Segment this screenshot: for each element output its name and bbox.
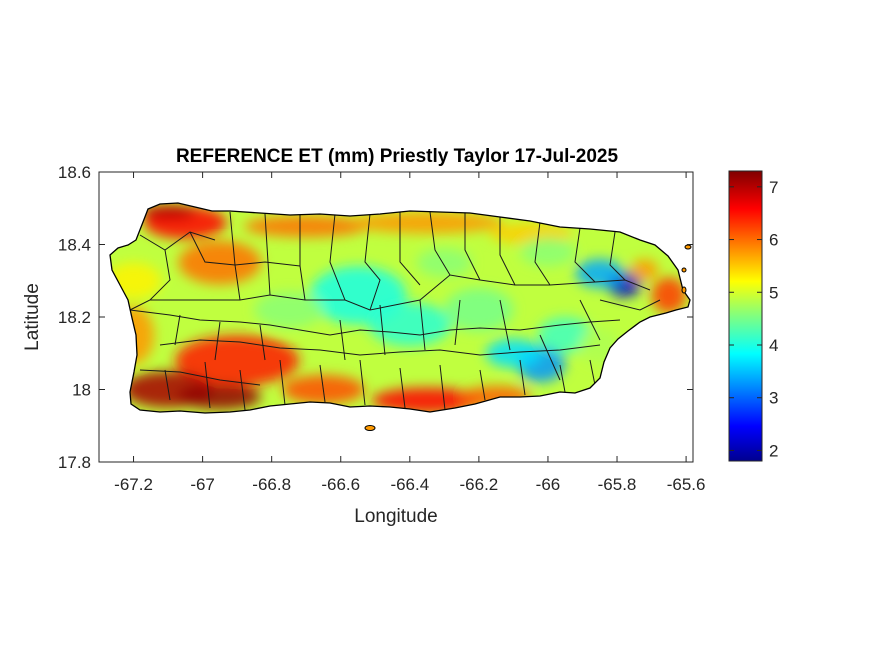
municipality-border	[579, 299, 601, 341]
et-blob	[444, 288, 514, 332]
municipality-border	[279, 359, 286, 406]
municipality-border	[574, 227, 596, 283]
municipality-border	[599, 299, 661, 311]
municipality-borders	[129, 211, 661, 411]
municipality-border	[499, 217, 516, 286]
municipality-border	[239, 369, 246, 411]
y-axis: 17.8 18 18.2 18.4 18.6	[58, 163, 693, 472]
municipality-border	[129, 249, 171, 311]
municipality-border	[419, 299, 426, 351]
chart-title: REFERENCE ET (mm) Priestly Taylor 17-Jul…	[176, 146, 618, 167]
colorbar-tick-label: 7	[769, 178, 778, 197]
x-tick-label: -66.8	[252, 475, 291, 494]
x-tick-label: -65.6	[667, 475, 706, 494]
colorbar-tick-label: 3	[769, 389, 778, 408]
municipality-border	[204, 361, 211, 409]
x-tick-label: -65.8	[598, 475, 637, 494]
et-blob	[371, 387, 483, 413]
municipality-border	[229, 211, 241, 301]
municipality-border	[539, 334, 561, 381]
y-tick-label: 18.6	[58, 163, 91, 182]
municipality-border	[479, 369, 486, 401]
municipality-border	[359, 359, 366, 406]
municipality-border	[339, 319, 346, 361]
municipality-border	[399, 212, 421, 286]
et-blob	[178, 384, 262, 410]
x-tick-label: -66.6	[321, 475, 360, 494]
x-tick-label: -66.2	[460, 475, 499, 494]
municipality-border	[329, 213, 346, 301]
y-tick-label: 18.4	[58, 236, 91, 255]
municipality-border	[139, 231, 216, 251]
et-blob	[575, 259, 624, 288]
municipality-border	[319, 364, 326, 403]
y-tick-label: 17.8	[58, 453, 91, 472]
municipality-border	[429, 211, 451, 276]
municipality-border	[589, 359, 596, 386]
municipality-border	[259, 324, 266, 361]
island-outline	[109, 202, 691, 414]
municipality-border	[264, 213, 271, 296]
municipality-border	[364, 213, 381, 311]
et-blob	[254, 291, 324, 328]
municipality-border	[214, 321, 221, 361]
municipality-border	[174, 314, 181, 346]
colorbar-ticks: 2 3 4 5 6 7	[729, 178, 778, 460]
colorbar-tick-label: 2	[769, 441, 778, 460]
et-blob	[244, 215, 369, 238]
municipality-border	[499, 299, 511, 351]
x-tick-label: -67.2	[114, 475, 153, 494]
et-blob	[651, 277, 687, 314]
x-axis-label: Longitude	[354, 506, 437, 527]
municipality-border	[399, 367, 406, 409]
municipality-border	[139, 369, 261, 386]
et-blob	[520, 237, 576, 267]
x-tick-label: -66.4	[390, 475, 429, 494]
colorbar	[728, 170, 763, 462]
municipality-border	[609, 231, 626, 281]
municipality-border	[159, 339, 601, 356]
small-islands	[364, 244, 692, 431]
small-island	[364, 425, 376, 431]
small-island	[684, 244, 692, 250]
et-blob	[178, 240, 262, 285]
et-blob	[140, 204, 196, 220]
municipality-border	[464, 213, 481, 281]
municipality-border	[379, 304, 386, 356]
et-blob	[416, 248, 472, 278]
small-island	[681, 286, 687, 294]
municipality-border	[534, 221, 551, 286]
y-axis-label: Latitude	[22, 283, 43, 351]
municipality-border	[299, 215, 306, 301]
y-tick-label: 18	[72, 381, 91, 400]
municipality-border	[439, 364, 446, 411]
x-tick-label: -67	[190, 475, 215, 494]
x-tick-label: -66	[536, 475, 561, 494]
small-island	[681, 267, 687, 273]
municipality-border	[164, 369, 171, 401]
et-blob	[351, 211, 504, 234]
municipality-border	[559, 364, 566, 393]
colorbar-tick-label: 6	[769, 231, 778, 250]
x-axis: -67.2 -67 -66.8 -66.6 -66.4 -66.2 -66 -65.8 -65.…	[114, 172, 705, 494]
y-tick-label: 18.2	[58, 308, 91, 327]
municipality-border	[519, 359, 526, 396]
et-blob	[368, 302, 452, 346]
et-blob	[485, 338, 542, 368]
municipality-border	[454, 299, 461, 346]
colorbar-tick-label: 5	[769, 283, 778, 302]
municipality-border	[129, 309, 621, 336]
colorbar-tick-label: 4	[769, 336, 778, 355]
et-blob	[630, 259, 659, 281]
